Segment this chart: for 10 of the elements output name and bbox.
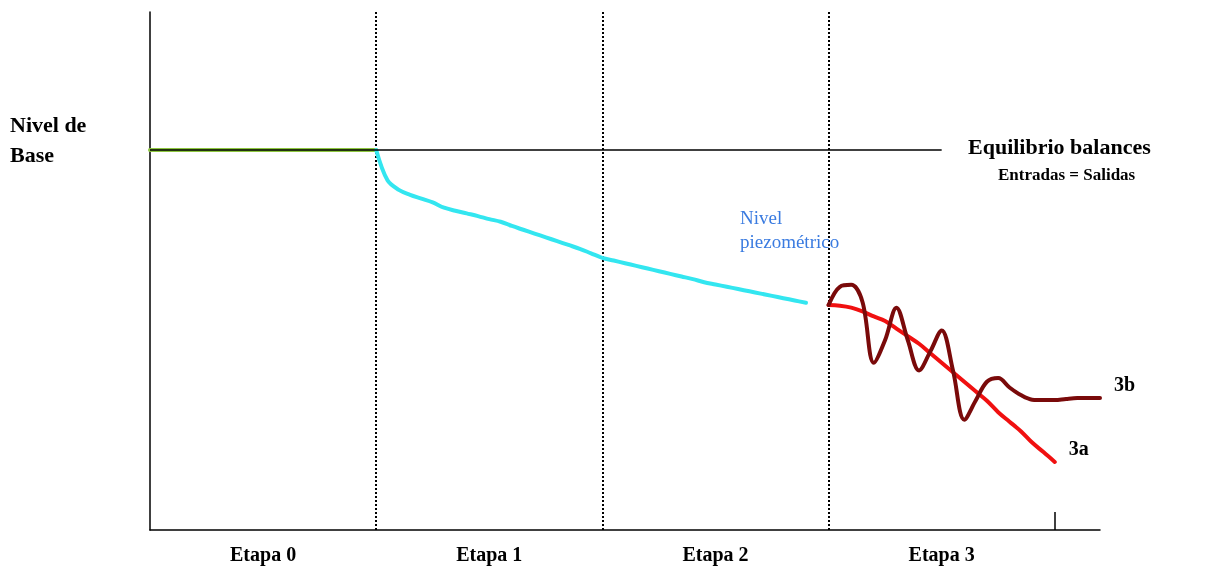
series-label: 3a [1068,436,1089,459]
ref-line-label: Equilibrio balances [968,134,1152,160]
x-tick-label: Etapa 1 [456,543,523,566]
x-tick-label: Etapa 3 [908,543,975,566]
x-tick-label: Etapa 0 [230,543,297,566]
annotation: Entradas = Salidas [998,164,1136,184]
series-label: 3b [1114,373,1136,396]
y-axis-title: Nivel de Base [10,112,92,168]
annotation: Nivel piezométrico [740,206,840,252]
x-tick-label: Etapa 2 [682,543,749,566]
